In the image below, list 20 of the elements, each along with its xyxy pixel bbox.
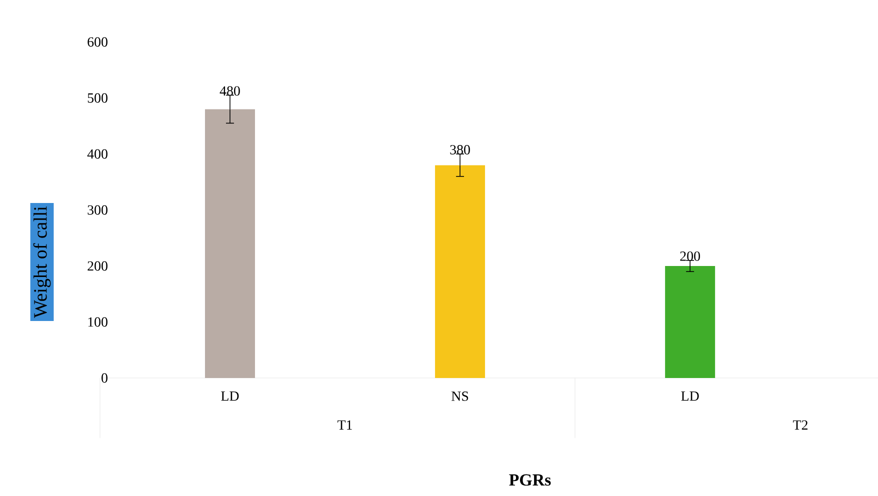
data-label: 200 — [680, 251, 700, 261]
y-tick-label: 300 — [88, 205, 108, 215]
y-tick-label: 0 — [102, 373, 108, 383]
x-tick-label: LD — [221, 391, 239, 401]
y-tick-label: 600 — [88, 37, 108, 47]
text: T1 — [338, 420, 352, 430]
x-axis-title: PGRs — [509, 474, 551, 486]
x-tick-label: LD — [681, 391, 699, 401]
y-tick-label: 500 — [88, 93, 108, 103]
y-tick-label: 100 — [88, 317, 108, 327]
text: T2 — [793, 420, 808, 430]
bar — [204, 109, 255, 378]
y-tick-label: 400 — [87, 149, 108, 159]
y-tick-label: 200 — [88, 261, 108, 271]
bar — [435, 165, 486, 378]
y-axis-title: Weight of calli — [33, 206, 51, 318]
data-label: 480 — [220, 86, 240, 96]
x-tick-label: NS — [452, 392, 468, 401]
data-label: 380 — [450, 145, 470, 154]
bar — [665, 266, 716, 378]
